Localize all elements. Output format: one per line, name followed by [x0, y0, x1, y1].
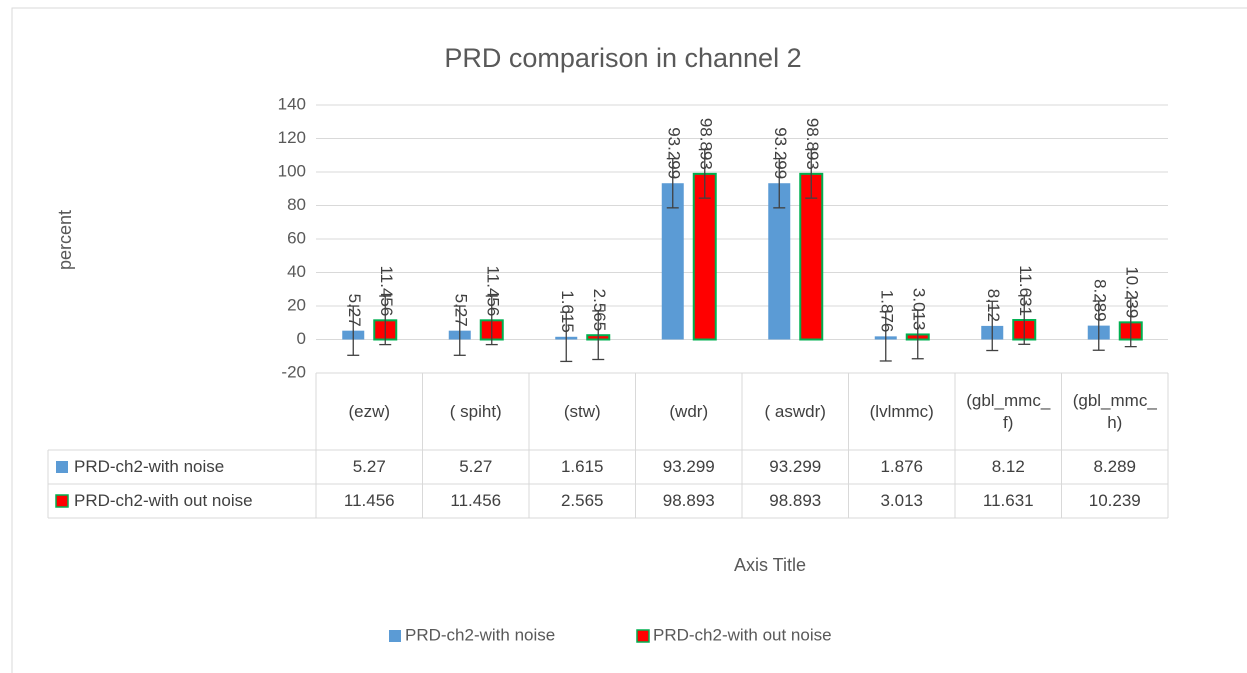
data-label: 93.299	[664, 127, 683, 179]
x-tick-label: (gbl_mmc_f)	[966, 390, 1051, 432]
data-label: 8.12	[984, 289, 1003, 322]
x-tick-label: (wdr)	[669, 401, 709, 421]
table-value: 1.876	[880, 457, 924, 476]
legend-label: PRD-ch2-with out noise	[653, 625, 832, 644]
table-value: 10.239	[1088, 491, 1141, 510]
error-bar	[773, 157, 786, 209]
data-label: 98.893	[696, 118, 715, 170]
x-tick-label: ( aswdr)	[764, 401, 826, 421]
x-tick-label: ( spiht)	[449, 401, 502, 421]
table-value: 11.456	[343, 491, 395, 510]
error-bar	[666, 157, 679, 209]
data-label: 11.456	[483, 266, 502, 317]
error-bar	[879, 311, 892, 362]
y-tick-label: 40	[287, 262, 306, 281]
error-bar	[485, 295, 498, 346]
y-tick-label: 140	[278, 94, 306, 113]
y-tick-label: 100	[278, 161, 306, 180]
table-series-name: PRD-ch2-with noise	[74, 457, 225, 476]
error-bar	[911, 309, 924, 360]
table-value: 1.615	[560, 457, 604, 476]
error-bar	[1018, 295, 1031, 345]
data-label: 1.615	[558, 290, 577, 333]
error-bar	[805, 148, 818, 199]
error-bar	[1124, 297, 1137, 348]
data-label: 2.565	[590, 289, 609, 332]
table-value: 8.289	[1093, 457, 1137, 476]
table-value: 98.893	[662, 491, 715, 510]
legend-key	[55, 494, 69, 508]
table-value: 5.27	[459, 457, 493, 476]
error-bar	[698, 148, 711, 199]
data-label: 3.013	[909, 288, 928, 331]
legend-key	[389, 630, 401, 642]
y-tick-label: 0	[297, 329, 306, 348]
x-tick-label: (gbl_mmc_h)	[1072, 390, 1157, 432]
bar	[661, 183, 684, 340]
legend-label: PRD-ch2-with noise	[405, 625, 555, 644]
table-value: 11.631	[982, 491, 1034, 510]
bar	[768, 183, 791, 340]
table-value: 8.12	[991, 457, 1025, 476]
data-label: 98.893	[803, 118, 822, 170]
data-label: 11.456	[377, 266, 396, 317]
table-value: 98.893	[769, 491, 822, 510]
data-label: 10.239	[1122, 266, 1141, 318]
table-value: 93.299	[769, 457, 822, 476]
legend-key	[636, 629, 650, 643]
x-tick-label: (ezw)	[348, 401, 391, 421]
error-bar	[347, 305, 360, 356]
data-label: 1.876	[877, 290, 896, 333]
error-bar	[560, 311, 573, 363]
error-bar	[453, 305, 466, 356]
table-value: 3.013	[880, 491, 924, 510]
y-tick-label: 80	[287, 195, 306, 214]
data-label: 93.299	[771, 127, 790, 179]
y-tick-label: 120	[278, 128, 306, 147]
data-label: 5.27	[345, 294, 364, 327]
y-tick-label: 60	[287, 228, 306, 247]
x-axis-title: Axis Title	[734, 555, 806, 575]
y-tick-label: -20	[281, 362, 306, 381]
data-label: 8.289	[1090, 279, 1109, 322]
data-label: 5.27	[451, 294, 470, 327]
data-label: 11.631	[1016, 265, 1035, 316]
y-tick-label: 20	[287, 295, 306, 314]
error-bar	[592, 310, 605, 361]
error-bar	[986, 300, 999, 352]
table-value: 93.299	[662, 457, 715, 476]
x-tick-label: (stw)	[563, 401, 601, 421]
error-bar	[379, 295, 392, 346]
error-bar	[1092, 300, 1105, 351]
table-value: 11.456	[450, 491, 502, 510]
chart-title: PRD comparison in channel 2	[444, 43, 801, 73]
table-value: 5.27	[352, 457, 386, 476]
table-series-name: PRD-ch2-with out noise	[74, 491, 253, 510]
chart-border	[11, 7, 1247, 673]
y-axis-title: percent	[55, 210, 75, 270]
table-value: 2.565	[560, 491, 604, 510]
legend-key	[56, 461, 68, 473]
x-tick-label: (lvlmmc)	[869, 401, 934, 421]
